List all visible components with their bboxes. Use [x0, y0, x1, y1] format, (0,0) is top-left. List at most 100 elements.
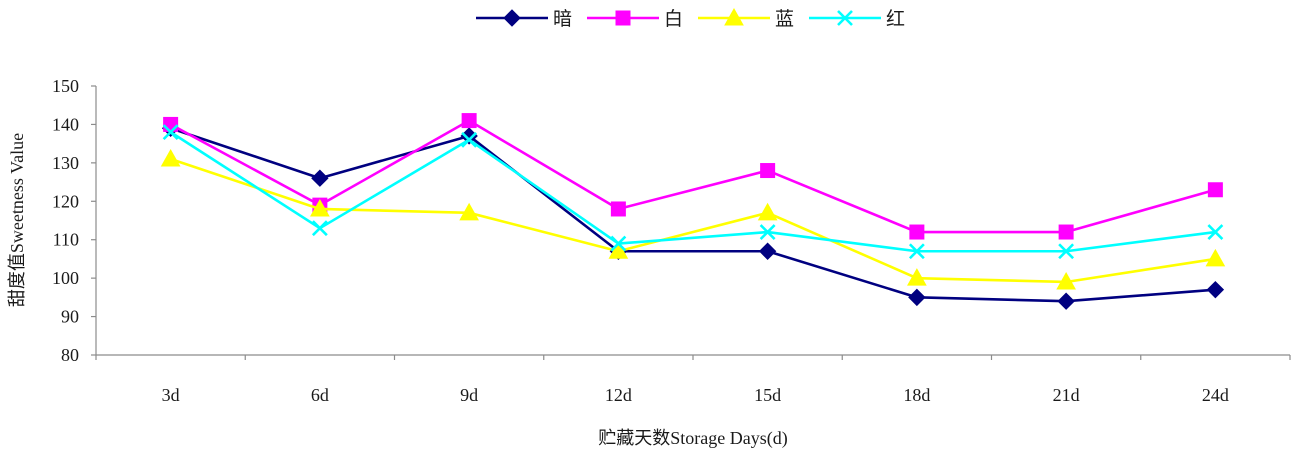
diamond-marker	[758, 242, 777, 260]
y-tick-label: 100	[52, 268, 79, 288]
plot-area	[160, 113, 1226, 310]
data-point	[1058, 243, 1075, 260]
y-tick-label: 130	[52, 153, 79, 173]
x-marker-stroke	[908, 243, 925, 260]
y-tick-label: 120	[52, 191, 79, 211]
legend-label: 白	[664, 8, 683, 30]
triangle-marker	[608, 241, 629, 259]
series-line	[170, 119, 1216, 234]
data-point	[759, 224, 776, 240]
y-tick-label: 110	[53, 230, 79, 250]
diamond-marker	[908, 288, 926, 307]
data-point	[760, 163, 776, 179]
legend-marker	[615, 10, 631, 26]
data-point	[311, 220, 328, 237]
y-tick-label: 90	[61, 307, 79, 327]
x-tick-label: 6d	[311, 385, 329, 405]
data-point	[461, 131, 478, 148]
data-point	[757, 202, 778, 221]
x-marker-stroke	[759, 224, 776, 240]
data-point	[1205, 248, 1226, 267]
x-tick-label: 21d	[1053, 385, 1080, 405]
legend-item: 暗	[476, 8, 572, 30]
x-marker-stroke	[162, 124, 179, 141]
x-marker-stroke	[837, 10, 853, 26]
square-marker	[615, 10, 631, 26]
triangle-marker	[1056, 271, 1076, 290]
legend: 暗白蓝红	[476, 7, 905, 30]
x-axis-title: 贮藏天数Storage Days(d)	[598, 428, 787, 449]
data-point	[909, 224, 925, 240]
x-tick-label: 3d	[162, 385, 180, 405]
legend-label: 红	[886, 8, 905, 30]
square-marker	[610, 201, 626, 217]
legend-marker	[503, 9, 521, 27]
x-tick-label: 12d	[605, 385, 632, 405]
data-point	[461, 113, 477, 129]
data-point	[908, 243, 925, 260]
x-tick-label: 15d	[754, 385, 781, 405]
x-marker-stroke	[1058, 243, 1075, 260]
legend-item: 红	[809, 8, 905, 30]
triangle-marker	[1205, 248, 1226, 267]
y-tick-label: 140	[52, 114, 79, 134]
legend-item: 蓝	[698, 7, 794, 30]
series-3	[160, 148, 1226, 290]
x-marker-stroke	[311, 220, 328, 237]
series-line	[170, 157, 1216, 284]
data-point	[608, 241, 629, 259]
triangle-marker	[160, 148, 181, 167]
axes: 80 90 100 110 120 130 140 150 3d 6d 9d 12d 15d 18d 21d…	[52, 76, 1291, 405]
legend-marker	[837, 10, 853, 26]
legend-marker	[724, 7, 744, 26]
diamond-marker	[1206, 280, 1225, 299]
data-point	[907, 268, 927, 286]
square-marker	[760, 163, 776, 179]
y-tick-label: 150	[52, 76, 79, 96]
x-tick-label: 18d	[903, 385, 930, 405]
square-marker	[163, 116, 179, 132]
data-point	[1207, 224, 1224, 240]
diamond-marker	[503, 9, 521, 27]
data-point	[610, 235, 627, 252]
x-marker-stroke	[461, 131, 478, 148]
triangle-marker	[310, 198, 330, 217]
data-point	[1058, 224, 1074, 240]
x-tick-label: 9d	[460, 385, 478, 405]
data-point	[1057, 292, 1075, 310]
data-point	[311, 169, 329, 187]
x-tick-label: 24d	[1202, 385, 1229, 405]
legend-label: 蓝	[775, 8, 794, 30]
y-axis-title: 甜度值Sweetness Value	[7, 133, 27, 307]
diamond-marker	[311, 169, 329, 187]
square-marker	[461, 113, 477, 129]
data-point	[163, 116, 179, 132]
data-point	[1206, 280, 1225, 299]
legend-item: 白	[587, 8, 683, 30]
data-point	[160, 148, 181, 167]
data-point	[162, 124, 179, 141]
data-point	[758, 242, 777, 260]
data-point	[1207, 182, 1223, 198]
legend-label: 暗	[553, 8, 572, 30]
data-point	[610, 201, 626, 217]
triangle-marker	[907, 268, 927, 286]
data-point	[908, 288, 926, 307]
diamond-marker	[1057, 292, 1075, 310]
y-tick-label: 80	[61, 345, 79, 365]
square-marker	[1207, 182, 1223, 198]
data-point	[310, 198, 330, 217]
series-line	[169, 131, 1216, 253]
triangle-marker	[724, 7, 744, 26]
series-line	[170, 127, 1216, 303]
series-1	[161, 119, 1225, 310]
series-4	[162, 124, 1224, 260]
x-marker-stroke	[1207, 224, 1224, 240]
data-point	[459, 202, 479, 221]
data-point	[1056, 271, 1076, 290]
triangle-marker	[459, 202, 479, 221]
series-2	[163, 113, 1223, 240]
x-marker-stroke	[610, 235, 627, 252]
